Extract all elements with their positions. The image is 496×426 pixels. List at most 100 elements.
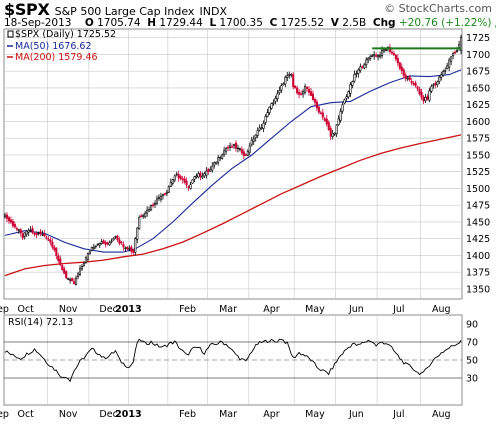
candle-body [225, 148, 228, 152]
candle-body [317, 106, 320, 113]
price-y-tick-label: 1500 [466, 184, 490, 195]
candle-body [94, 245, 97, 248]
candle-body [304, 86, 307, 93]
candle-body [63, 268, 66, 274]
candle-body [118, 239, 121, 244]
candle-body [444, 69, 447, 72]
candle-body [179, 176, 182, 179]
ticks-layer: 1350 1375 1400 1425 1450 1475 1500 1525 1550 1575… [0, 33, 490, 420]
exchange: INDX [199, 5, 228, 18]
price-y-tick-label: 1425 [466, 234, 490, 245]
candle-body [353, 74, 356, 82]
rsi-x-tick-label: Aug [432, 409, 451, 420]
candle-body [459, 37, 463, 51]
candle-body [19, 229, 22, 234]
candle-body [11, 221, 14, 227]
candle-body [191, 179, 194, 184]
rsi-y-tick-label: 50 [466, 356, 478, 367]
rsi-x-tick-label: Sep [0, 409, 9, 420]
price-y-tick-label: 1525 [466, 167, 490, 178]
candle-body [442, 71, 445, 76]
candle-body [157, 197, 161, 199]
candle-body [266, 112, 269, 117]
candle-body [256, 130, 259, 136]
candle-body [424, 97, 427, 102]
price-y-tick-label: 1600 [466, 117, 490, 128]
candle-body [49, 239, 52, 243]
price-legend-swatch [7, 30, 14, 38]
price-x-tick-label: Feb [179, 304, 196, 315]
candle-body [282, 83, 285, 86]
candle-body [270, 103, 273, 109]
candle-body [410, 80, 413, 83]
candle-body [248, 145, 251, 153]
candle-body [51, 241, 54, 248]
volume-value: 2.5B [342, 17, 367, 29]
candle-body [69, 278, 72, 281]
candle-body [9, 219, 12, 223]
candle-body [173, 175, 176, 181]
candle-body [71, 278, 74, 282]
candle-body [262, 122, 265, 129]
candle-body [288, 73, 291, 76]
candle-body [215, 161, 218, 164]
ma50-line [4, 69, 462, 253]
candle-body [31, 228, 34, 234]
candle-body [305, 86, 309, 89]
candle-body [438, 76, 441, 82]
candle-body [290, 73, 293, 76]
candle-body [232, 144, 236, 147]
candle-body [163, 193, 166, 195]
candle-body [422, 96, 425, 102]
candle-body [73, 281, 76, 284]
candle-body [171, 179, 174, 184]
candle-body [234, 142, 238, 149]
candle-body [384, 49, 388, 51]
rsi-x-tick-label: Apr [263, 409, 280, 420]
ma50-layer [4, 69, 462, 253]
candle-body [98, 243, 101, 246]
candle-body [221, 154, 224, 159]
candle-body [17, 229, 20, 231]
candle-body [61, 265, 64, 270]
high-label: H [147, 17, 156, 29]
candle-body [335, 124, 338, 134]
candle-body [189, 184, 192, 189]
candle-body [428, 90, 431, 101]
candle-body [57, 255, 60, 261]
price-y-tick-label: 1675 [466, 67, 490, 78]
candle-body [223, 150, 226, 156]
candle-body [130, 246, 133, 252]
candle-body [108, 242, 111, 246]
candle-body [67, 278, 70, 280]
candle-body [345, 96, 348, 99]
candle-body [25, 230, 28, 235]
volume-label: V [330, 17, 339, 29]
chg-label: Chg [372, 17, 396, 29]
candle-body [177, 174, 180, 179]
price-x-tick-label: Aug [432, 304, 451, 315]
candle-body [126, 246, 129, 250]
candle-body [142, 215, 145, 217]
candle-body [3, 214, 7, 217]
candle-body [436, 81, 439, 86]
rsi-x-tick-label: 2013 [115, 409, 141, 420]
candle-body [185, 180, 188, 186]
candle-body [88, 251, 91, 254]
candle-body [414, 82, 417, 86]
candle-body [260, 127, 263, 129]
candle-body [193, 176, 196, 180]
candle-body [114, 236, 117, 238]
candle-body [124, 247, 127, 249]
chg-arrow-icon: ▲ [495, 17, 496, 29]
candle-body [333, 132, 336, 135]
candle-body [307, 88, 311, 93]
candle-body [136, 227, 139, 240]
candle-body [280, 85, 283, 91]
candle-body [396, 57, 399, 64]
candle-body [432, 84, 435, 86]
candle-body [201, 175, 204, 178]
price-y-tick-label: 1400 [466, 251, 490, 262]
